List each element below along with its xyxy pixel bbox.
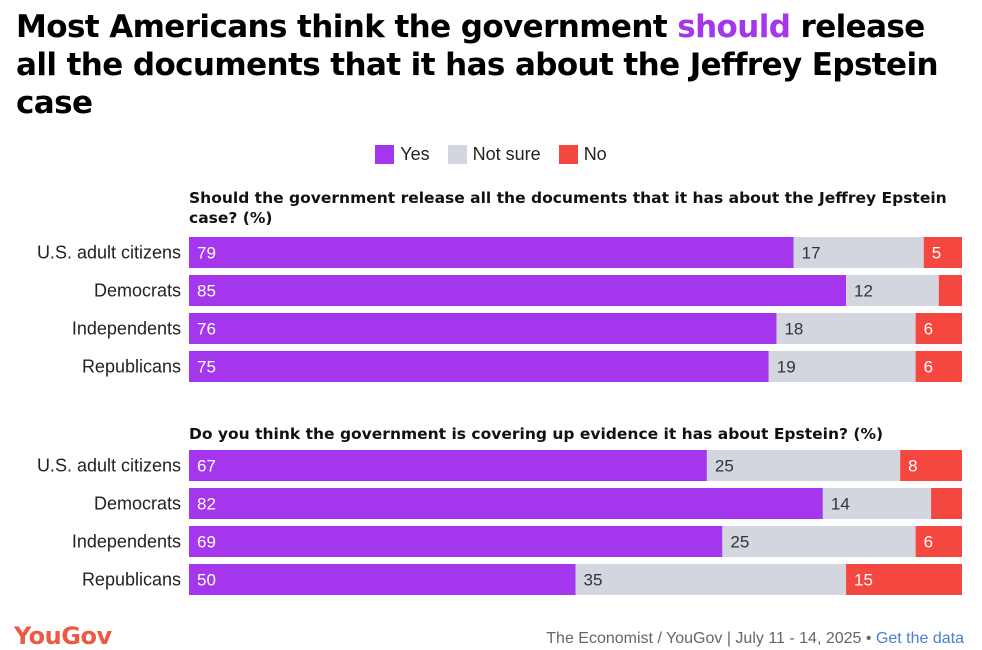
legend-label-not-sure: Not sure	[472, 144, 541, 164]
data-label-yes: 69	[197, 533, 216, 552]
legend-swatch-yes	[375, 145, 395, 164]
get-the-data-link[interactable]: Get the data	[875, 630, 964, 647]
bar-no	[846, 564, 962, 595]
bar-yes	[189, 313, 777, 344]
chart-title: Most Americans think the government shou…	[16, 8, 966, 122]
yougov-logo: YouGov	[14, 622, 112, 650]
bar-yes	[189, 564, 576, 595]
data-label-no: 15	[854, 571, 873, 590]
legend-swatch-not-sure	[447, 145, 467, 164]
title-text: Most Americans think the government	[16, 9, 678, 45]
category-label: U.S. adult citizens	[37, 456, 181, 476]
data-label-yes: 67	[197, 457, 216, 476]
data-label-not-sure: 12	[854, 282, 873, 301]
category-label: Democrats	[94, 281, 181, 301]
bar-not-sure	[793, 237, 924, 268]
data-label-no: 5	[932, 244, 941, 263]
bar-yes	[189, 488, 823, 519]
bar-not-sure	[776, 313, 916, 344]
bar-not-sure	[706, 450, 901, 481]
bar-not-sure	[846, 275, 939, 306]
panel-1: U.S. adult citizens 79 17 5 Democrats 85 12 Ind…	[37, 237, 962, 382]
bar-not-sure	[722, 526, 916, 557]
bar-not-sure	[768, 351, 916, 382]
bar-no	[915, 526, 962, 557]
panel-2-title: Do you think the government is covering …	[189, 425, 884, 443]
category-label: Republicans	[82, 357, 181, 377]
title-highlight: should	[677, 9, 791, 45]
data-label-not-sure: 18	[784, 320, 803, 339]
bar-yes	[189, 237, 794, 268]
category-label: Independents	[72, 532, 181, 552]
bar-not-sure	[822, 488, 932, 519]
bar-no	[938, 275, 962, 306]
bar-no	[915, 351, 962, 382]
bar-yes	[189, 526, 723, 557]
data-label-not-sure: 14	[831, 495, 850, 514]
category-label: U.S. adult citizens	[37, 243, 181, 263]
bar-not-sure	[575, 564, 847, 595]
bar-no	[915, 313, 962, 344]
data-label-no: 6	[924, 320, 933, 339]
bar-no	[900, 450, 962, 481]
category-label: Independents	[72, 319, 181, 339]
bar-no	[923, 237, 962, 268]
data-label-not-sure: 19	[777, 358, 796, 377]
panel-2: U.S. adult citizens 67 25 8 Democrats 82 14 Ind…	[37, 450, 962, 595]
legend-label-yes: Yes	[400, 144, 430, 164]
data-label-no: 8	[908, 457, 917, 476]
data-label-not-sure: 25	[730, 533, 749, 552]
data-label-yes: 50	[197, 571, 216, 590]
legend-item-no: No	[558, 144, 607, 165]
data-label-not-sure: 17	[802, 244, 821, 263]
source-text: The Economist / YouGov | July 11 - 14, 2…	[546, 630, 876, 647]
category-label: Republicans	[82, 570, 181, 590]
bar-yes	[189, 450, 707, 481]
data-label-yes: 76	[197, 320, 216, 339]
data-label-yes: 79	[197, 244, 216, 263]
legend: Yes Not sure No	[0, 144, 982, 165]
legend-item-not-sure: Not sure	[447, 144, 541, 165]
title-text-end: release all the documents that it has ab…	[16, 9, 939, 121]
panel-1-title: Should the government release all the do…	[189, 189, 947, 227]
data-label-not-sure: 35	[584, 571, 603, 590]
bar-yes	[189, 351, 769, 382]
legend-swatch-no	[558, 145, 578, 164]
data-label-yes: 82	[197, 495, 216, 514]
legend-item-yes: Yes	[375, 144, 430, 165]
bar-yes	[189, 275, 847, 306]
data-label-no: 6	[924, 533, 933, 552]
data-label-not-sure: 25	[715, 457, 734, 476]
category-label: Democrats	[94, 494, 181, 514]
footer-source: The Economist / YouGov | July 11 - 14, 2…	[546, 630, 964, 648]
legend-label-no: No	[583, 144, 607, 164]
data-label-yes: 85	[197, 282, 216, 301]
bar-no	[931, 488, 962, 519]
data-label-no: 6	[924, 358, 933, 377]
data-label-yes: 75	[197, 358, 216, 377]
